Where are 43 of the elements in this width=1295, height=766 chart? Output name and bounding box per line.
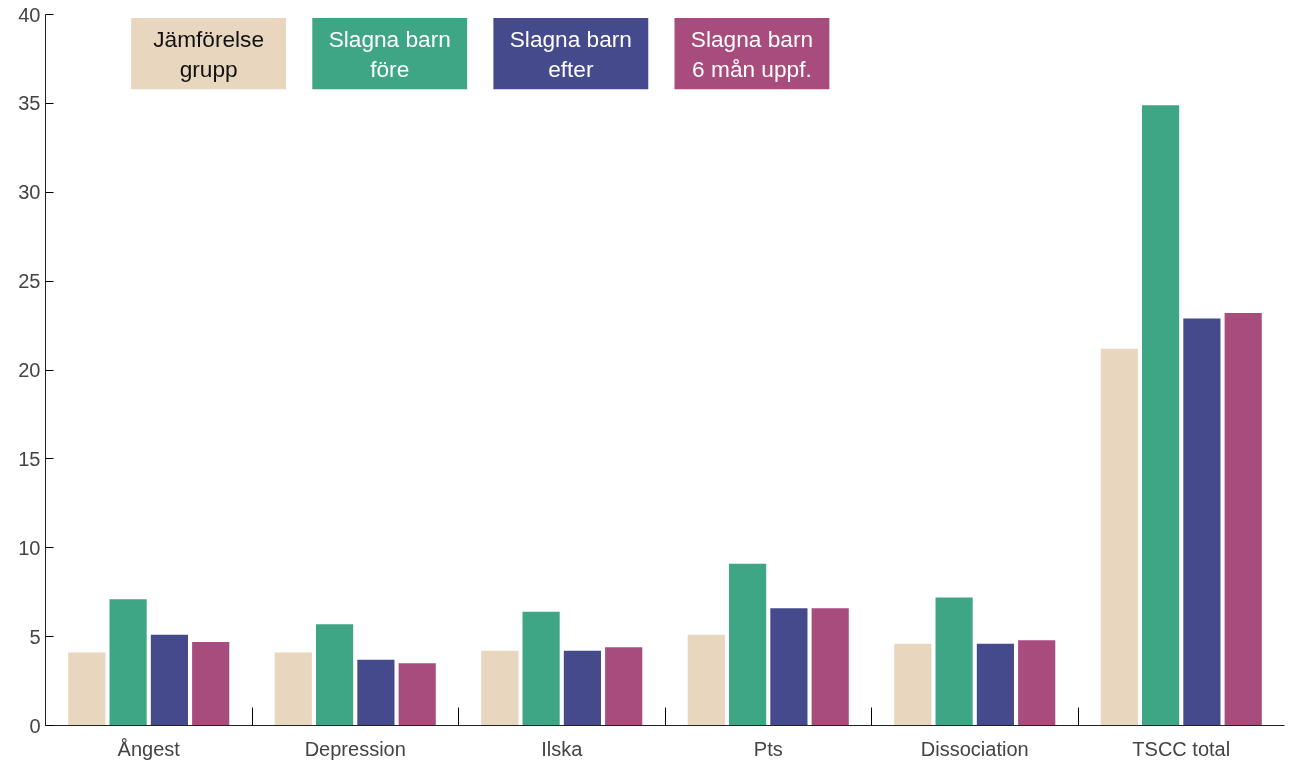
bar bbox=[1224, 313, 1262, 726]
x-tick-label: Dissociation bbox=[920, 737, 1029, 760]
y-tick-label: 5 bbox=[29, 625, 41, 648]
y-tick-label: 30 bbox=[18, 181, 41, 204]
x-tick-label: Depression bbox=[304, 737, 406, 760]
x-tick-label: Ångest bbox=[117, 737, 181, 760]
bar bbox=[316, 624, 354, 726]
y-tick-label: 0 bbox=[29, 714, 41, 737]
y-tick-label: 40 bbox=[18, 3, 41, 26]
bar bbox=[357, 659, 395, 726]
bar bbox=[605, 647, 643, 726]
bar bbox=[894, 643, 932, 726]
bar bbox=[68, 652, 106, 726]
bar bbox=[274, 652, 312, 726]
x-tick-label: TSCC total bbox=[1132, 737, 1231, 760]
bar bbox=[481, 650, 519, 726]
bar bbox=[398, 663, 436, 726]
bar bbox=[976, 643, 1014, 726]
bar bbox=[1142, 105, 1180, 726]
y-tick-label: 20 bbox=[18, 359, 41, 381]
y-tick-label: 35 bbox=[18, 92, 41, 115]
x-tick-label: Pts bbox=[753, 737, 783, 760]
bar bbox=[935, 597, 973, 726]
bar bbox=[563, 650, 601, 726]
y-tick-label: 10 bbox=[18, 536, 41, 559]
bar bbox=[687, 634, 725, 726]
bar bbox=[811, 608, 849, 726]
bar bbox=[770, 608, 808, 726]
bar bbox=[150, 634, 188, 726]
y-tick-label: 25 bbox=[18, 270, 41, 293]
text: Slagna barn efter bbox=[509, 25, 632, 82]
bar bbox=[522, 611, 560, 726]
y-tick-label: 15 bbox=[18, 447, 41, 470]
bar bbox=[729, 563, 767, 726]
x-tick-label: Ilska bbox=[541, 737, 584, 760]
bar bbox=[1018, 640, 1056, 726]
bar bbox=[192, 641, 230, 726]
text: Slagna barn 6 mån uppf. bbox=[690, 25, 814, 82]
text: Slagna barn före bbox=[328, 25, 451, 82]
bar bbox=[109, 599, 147, 726]
text: Jämförelse grupp bbox=[153, 25, 265, 82]
bar bbox=[1100, 348, 1138, 726]
bar bbox=[1183, 318, 1221, 726]
